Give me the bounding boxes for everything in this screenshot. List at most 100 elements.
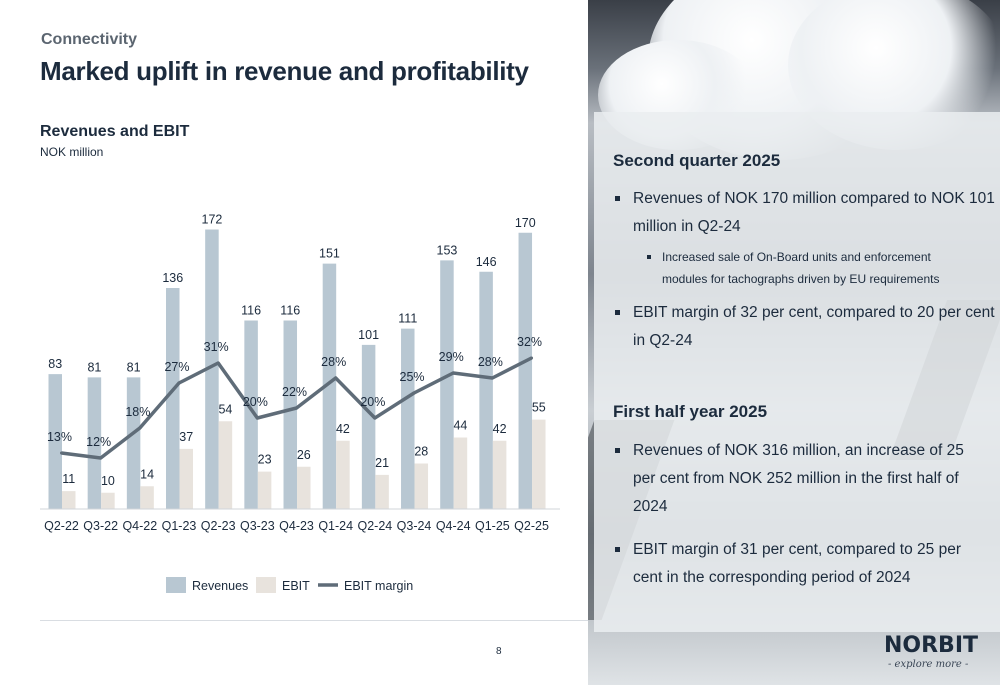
- bullet-line: Increased sale of On-Board units and enf…: [662, 250, 931, 264]
- ebit-margin-label: 29%: [439, 350, 464, 364]
- revenue-bar: [126, 377, 141, 509]
- revenue-bar: [48, 374, 62, 509]
- ebit-data-label: 44: [453, 419, 467, 433]
- norbit-logo: NORBIT: [884, 633, 979, 658]
- ebit-bar: [179, 448, 194, 509]
- ebit-margin-point: [530, 356, 534, 360]
- ebit-margin-label: 28%: [478, 355, 503, 369]
- ebit-data-label: 10: [101, 474, 115, 488]
- revenue-bar: [87, 377, 102, 509]
- ebit-data-label: 11: [62, 472, 75, 486]
- ebit-margin-label: 27%: [164, 360, 189, 374]
- legend-label-ebit: EBIT: [282, 579, 310, 593]
- ebit-margin-point: [334, 376, 338, 380]
- summary-panel: Second quarter 2025 Revenues of NOK 170 …: [594, 112, 1000, 632]
- x-tick-label: Q3-24: [397, 519, 432, 533]
- bullet-line: EBIT margin of 31 per cent, compared to …: [633, 541, 961, 558]
- legend-label-revenues: Revenues: [192, 579, 248, 593]
- ebit-bar: [492, 440, 507, 509]
- section-title-q2: Second quarter 2025: [613, 151, 781, 170]
- ebit-margin-label: 32%: [517, 335, 542, 349]
- bullet-q2-revenues: Revenues of NOK 170 million compared to …: [615, 185, 995, 241]
- legend-swatch-ebit: [256, 577, 276, 593]
- revenue-data-label: 151: [319, 247, 340, 261]
- page-number: 8: [496, 646, 502, 657]
- x-tick-label: Q1-24: [318, 519, 353, 533]
- revenue-bar: [518, 232, 533, 509]
- ebit-margin-point: [255, 416, 259, 420]
- x-tick-label: Q4-23: [279, 519, 314, 533]
- page-title: Marked uplift in revenue and profitabili…: [40, 56, 529, 86]
- revenue-bar: [401, 328, 415, 509]
- revenue-bar: [322, 263, 337, 509]
- bullet-line: 2024: [633, 498, 668, 515]
- bullet-marker: [615, 310, 620, 315]
- x-tick-label: Q2-24: [357, 519, 392, 533]
- slide-left-area: Connectivity Marked uplift in revenue an…: [40, 31, 588, 657]
- ebit-margin-point: [295, 406, 299, 410]
- legend-swatch-revenues: [166, 577, 186, 593]
- bullet-marker: [615, 448, 620, 453]
- ebit-margin-point: [373, 416, 377, 420]
- bullet-line: in Q2-24: [633, 332, 693, 349]
- bullet-line: Revenues of NOK 316 million, an increase…: [633, 442, 964, 459]
- bullet-q2-ebit: EBIT margin of 32 per cent, compared to …: [615, 299, 995, 355]
- section-title-h1: First half year 2025: [613, 402, 768, 421]
- bullet-line: million in Q2-24: [633, 218, 741, 235]
- x-tick-label: Q3-23: [240, 519, 275, 533]
- ebit-margin-point: [216, 361, 220, 365]
- x-tick-label: Q2-22: [44, 519, 79, 533]
- logo-tagline: - explore more -: [888, 659, 969, 670]
- bullet-line: modules for tachographs driven by EU req…: [662, 272, 940, 286]
- subbullet-q2-tachographs: Increased sale of On-Board units and enf…: [647, 246, 940, 290]
- revenue-bar: [479, 271, 493, 509]
- revenue-data-label: 136: [162, 271, 183, 285]
- ebit-bar: [336, 440, 350, 509]
- revenue-data-label: 111: [398, 312, 417, 326]
- ebit-margin-point: [99, 456, 103, 460]
- revenue-bar: [205, 229, 219, 509]
- ebit-data-label: 42: [493, 422, 507, 436]
- revenue-data-label: 170: [515, 216, 536, 230]
- ebit-margin-point: [412, 391, 416, 395]
- section-kicker: Connectivity: [41, 31, 138, 48]
- revenue-bar: [244, 320, 258, 509]
- bullet-line: cent in the corresponding period of 2024: [633, 569, 911, 586]
- legend-label-margin: EBIT margin: [344, 579, 413, 593]
- ebit-margin-point: [177, 381, 181, 385]
- ebit-margin-point: [451, 371, 455, 375]
- revenue-data-label: 101: [358, 328, 379, 342]
- ebit-data-label: 14: [140, 467, 154, 481]
- ebit-bar: [140, 486, 154, 509]
- revenue-bar: [361, 344, 376, 509]
- ebit-margin-label: 28%: [321, 355, 346, 369]
- x-tick-label: Q2-23: [201, 519, 236, 533]
- x-tick-label: Q1-23: [162, 519, 197, 533]
- ebit-margin-point: [138, 426, 142, 430]
- revenue-data-label: 153: [437, 243, 458, 257]
- revenue-data-label: 146: [476, 255, 497, 269]
- ebit-margin-label: 25%: [400, 370, 425, 384]
- ebit-data-label: 54: [218, 402, 232, 416]
- x-tick-label: Q4-22: [122, 519, 157, 533]
- bullet-marker: [647, 255, 651, 259]
- ebit-data-label: 26: [297, 448, 311, 462]
- ebit-margin-label: 12%: [86, 435, 111, 449]
- ebit-data-label: 42: [336, 422, 350, 436]
- revenue-ebit-chart: 83 11 Q2-22 81 10 Q3-22 81 14 Q4-22 136 37 Q1-23 172…: [40, 213, 560, 593]
- revenue-data-label: 116: [280, 304, 300, 318]
- bullet-line: Revenues of NOK 170 million compared to …: [633, 190, 995, 207]
- bullet-h1-revenues: Revenues of NOK 316 million, an increase…: [615, 437, 964, 521]
- ebit-bar: [532, 419, 546, 509]
- ebit-bar: [414, 463, 429, 509]
- ebit-margin-point: [60, 451, 63, 455]
- revenue-bar: [283, 320, 298, 509]
- x-tick-label: Q2-25: [514, 519, 549, 533]
- chart-title: Revenues and EBIT: [40, 123, 190, 140]
- x-tick-label: Q1-25: [475, 519, 510, 533]
- ebit-bar: [257, 471, 272, 509]
- bullet-marker: [615, 547, 620, 552]
- x-tick-label: Q4-24: [436, 519, 471, 533]
- x-tick-label: Q3-22: [83, 519, 118, 533]
- ebit-margin-label: 22%: [282, 385, 307, 399]
